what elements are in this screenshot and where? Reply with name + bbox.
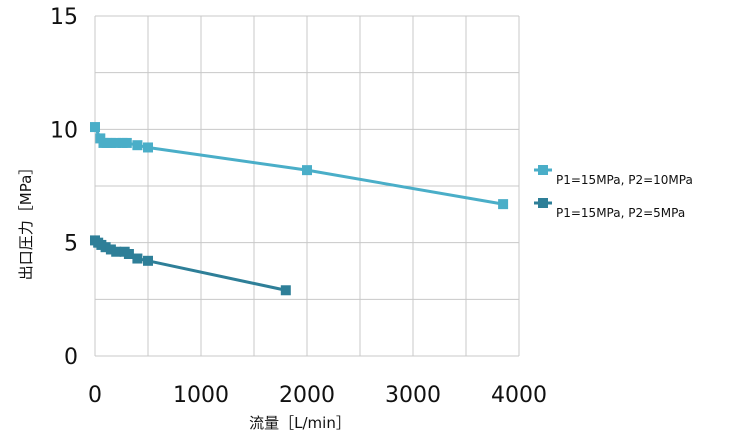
- series-line-1: [93, 126, 504, 206]
- x-tick-label: 2000: [279, 383, 335, 408]
- data-point-marker: [302, 165, 312, 176]
- data-point-marker: [132, 140, 143, 151]
- grid-lines: [94, 15, 520, 357]
- x-tick-label: 0: [88, 383, 102, 408]
- data-point-marker: [132, 253, 143, 264]
- legend-label-1: P1=15MPa, P2=10MPa: [556, 173, 693, 187]
- legend-marker-1: [538, 165, 548, 175]
- legend-label-2: P1=15MPa, P2=5MPa: [556, 206, 685, 220]
- data-point-marker: [111, 246, 122, 257]
- data-point-marker: [123, 249, 134, 259]
- y-tick-label: 10: [50, 118, 78, 143]
- y-axis-label: 出口圧力［MPa］: [17, 160, 35, 281]
- y-tick-label: 5: [64, 232, 78, 257]
- data-point-marker: [105, 137, 116, 148]
- data-point-marker: [90, 122, 100, 133]
- x-tick-label: 1000: [173, 383, 229, 408]
- legend: P1=15MPa, P2=10MPa P1=15MPa, P2=5MPa: [534, 165, 693, 220]
- data-point-marker: [498, 199, 509, 210]
- data-point-marker: [121, 137, 132, 148]
- data-point-marker: [143, 255, 153, 266]
- y-tick-label: 15: [50, 5, 78, 30]
- data-point-marker: [105, 244, 116, 255]
- x-tick-label: 3000: [385, 383, 441, 408]
- y-tick-labels: 0 5 10 15: [50, 5, 78, 370]
- legend-marker-2: [538, 198, 548, 208]
- x-tick-labels: 0 1000 2000 3000 4000: [88, 383, 547, 408]
- data-point-marker: [143, 142, 153, 153]
- data-point-marker: [111, 137, 122, 148]
- series-group: [90, 122, 509, 296]
- data-point-marker: [100, 242, 111, 253]
- x-tick-label: 4000: [491, 383, 547, 408]
- y-tick-label: 0: [64, 345, 78, 370]
- data-point-marker: [280, 285, 291, 296]
- x-axis-label: 流量［L/min］: [249, 414, 351, 432]
